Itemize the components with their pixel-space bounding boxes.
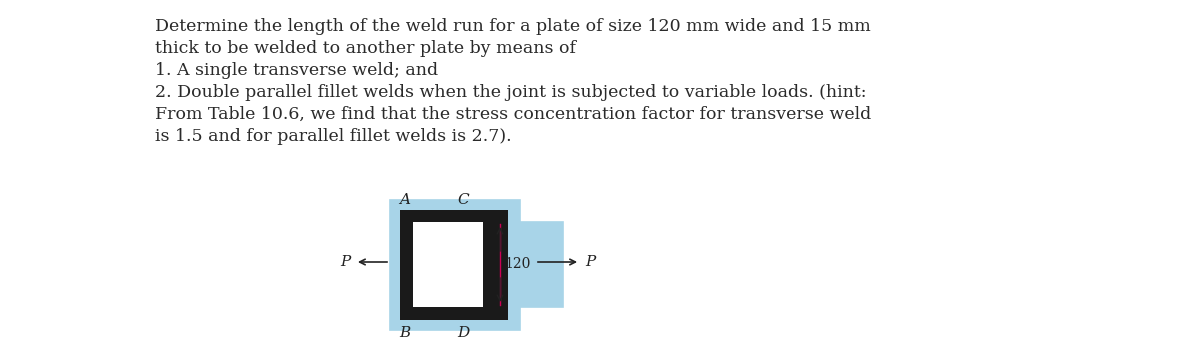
Text: B: B [400,326,410,340]
Text: From Table 10.6, we find that the stress concentration factor for transverse wel: From Table 10.6, we find that the stress… [155,106,871,123]
Bar [400,210,508,320]
Text: 120: 120 [504,257,530,271]
Text: C: C [457,193,469,207]
Text: Determine the length of the weld run for a plate of size 120 mm wide and 15 mm: Determine the length of the weld run for… [155,18,871,35]
Text: 2. Double parallel fillet welds when the joint is subjected to variable loads. (: 2. Double parallel fillet welds when the… [155,84,866,101]
Bar [413,222,482,307]
Text: A: A [400,193,410,207]
Text: thick to be welded to another plate by means of: thick to be welded to another plate by m… [155,40,576,57]
Bar [498,222,563,307]
Text: P: P [340,255,350,269]
Text: is 1.5 and for parallel fillet welds is 2.7).: is 1.5 and for parallel fillet welds is … [155,128,511,145]
Text: 1. A single transverse weld; and: 1. A single transverse weld; and [155,62,438,79]
Bar [390,200,520,330]
Text: D: D [457,326,469,340]
Text: P: P [584,255,595,269]
